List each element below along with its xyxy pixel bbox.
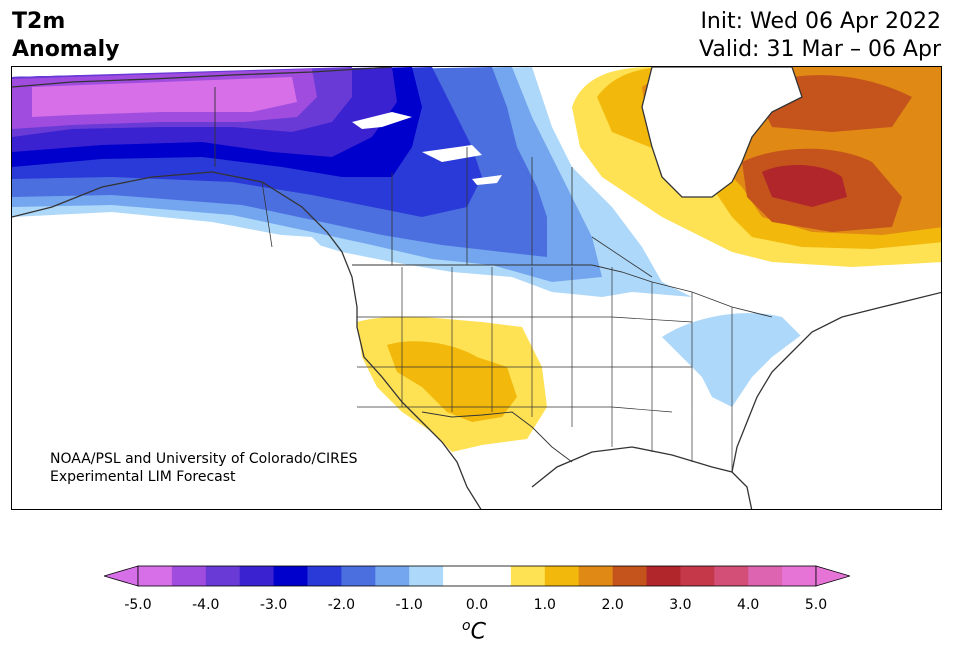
init-date: Init: Wed 06 Apr 2022	[700, 9, 941, 34]
lake-athabasca	[472, 175, 502, 185]
title-line-1: T2m	[12, 9, 66, 34]
colorbar-segment	[782, 566, 817, 586]
province-lines	[261, 147, 653, 278]
colorbar-segment	[171, 566, 207, 586]
atlantic-ocean	[732, 297, 941, 509]
coastline-west	[12, 171, 482, 509]
coastline-east	[731, 291, 941, 473]
anomaly-warm-east-red	[762, 165, 847, 207]
colorbar	[104, 565, 850, 587]
border-us-mexico	[421, 411, 573, 463]
colorbar-segment	[748, 566, 783, 586]
coastline-gulf	[531, 446, 753, 509]
anomaly-map: NOAA/PSL and University of Colorado/CIRE…	[11, 66, 942, 510]
map-title: T2m Anomaly	[12, 8, 119, 64]
title-line-2: Anomaly	[12, 37, 120, 62]
colorbar-unit-base: C	[470, 619, 486, 645]
colorbar-segment	[138, 566, 173, 586]
colorbar-tick-label: 4.0	[737, 597, 760, 613]
colorbar-ticks: -5.0 -4.0 -3.0 -2.0 -1.0 0.0 1.0 2.0 3.0 4.0 5.0	[0, 597, 953, 617]
colorbar-tick-label: 3.0	[669, 597, 692, 613]
colorbar-segment	[544, 566, 580, 586]
colorbar-segment	[578, 566, 614, 586]
colorbar-segment	[646, 566, 681, 586]
colorbar-segment	[510, 566, 546, 586]
colorbar-extend-high	[815, 565, 850, 587]
pacific-ocean	[12, 217, 481, 509]
colorbar-segment	[477, 566, 512, 586]
colorbar-segment	[239, 566, 275, 586]
colorbar-tick-label: 0.0	[465, 597, 489, 613]
colorbar-segment	[273, 566, 308, 586]
anomaly-cold-pink	[32, 77, 297, 117]
credit-line-2: Experimental LIM Forecast	[50, 469, 236, 485]
colorbar-tick-label: -2.0	[327, 597, 356, 613]
colorbar-unit-sup: o	[462, 618, 471, 634]
colorbar-segment	[307, 566, 342, 586]
colorbar-tick-label: -3.0	[259, 597, 288, 613]
colorbar-extend-low	[104, 565, 139, 587]
colorbar-segment	[714, 566, 749, 586]
colorbar-segment	[341, 566, 376, 586]
border-us-canada	[352, 264, 773, 318]
colorbar-unit: oC	[462, 618, 486, 644]
credit-line-1: NOAA/PSL and University of Colorado/CIRE…	[50, 451, 358, 467]
colorbar-segment	[375, 566, 410, 586]
forecast-dates: Init: Wed 06 Apr 2022 Valid: 31 Mar – 06…	[699, 8, 941, 64]
colorbar-segment	[205, 566, 241, 586]
colorbar-segment	[443, 566, 478, 586]
coastline-north	[12, 67, 393, 88]
colorbar-tick-label: -1.0	[395, 597, 423, 613]
colorbar-tick-label: -4.0	[192, 597, 220, 613]
colorbar-tick-label: 1.0	[533, 597, 556, 613]
valid-range: Valid: 31 Mar – 06 Apr	[699, 37, 941, 62]
lake-great-bear	[352, 112, 412, 129]
gulf-of-mexico	[513, 447, 751, 509]
hudson-bay	[641, 67, 803, 198]
colorbar-tick-label: -5.0	[124, 597, 152, 613]
map-canvas: NOAA/PSL and University of Colorado/CIRE…	[12, 67, 941, 509]
colorbar-tick-label: 2.0	[601, 597, 624, 613]
colorbar-segment	[612, 566, 647, 586]
colorbar-segment	[409, 566, 444, 586]
colorbar-tick-label: 5.0	[804, 597, 828, 613]
colorbar-segment	[680, 566, 715, 586]
state-lines	[357, 267, 733, 472]
